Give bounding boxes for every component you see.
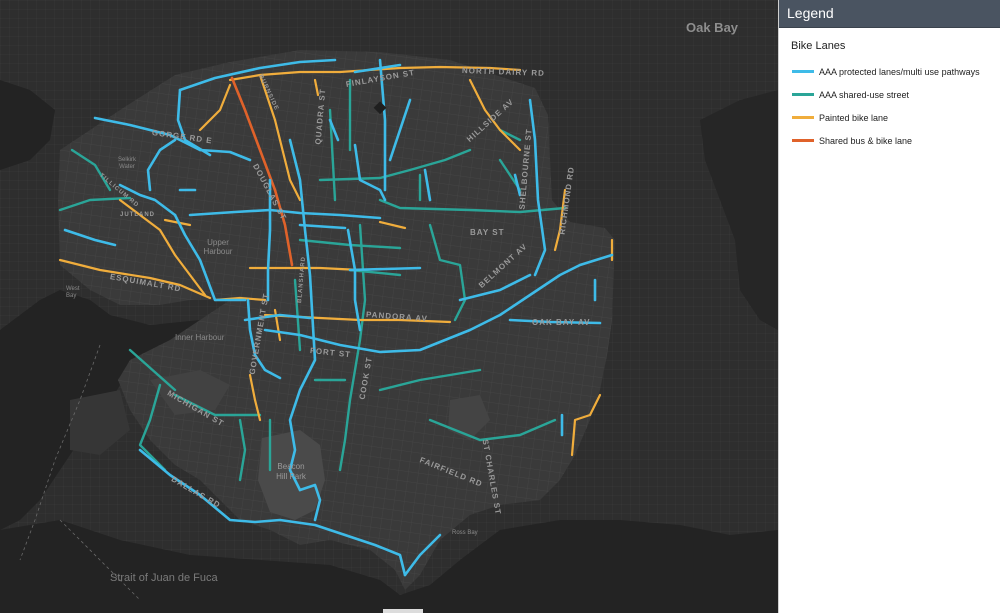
- legend-section-title: Bike Lanes: [791, 40, 846, 52]
- protected-lanes: [63, 58, 614, 577]
- line-swatch-teal-icon: [792, 93, 814, 96]
- legend-item: AAA protected lanes/multi use pathways: [779, 60, 1000, 83]
- scroll-indicator[interactable]: [383, 609, 423, 613]
- place-label-ross-bay: Ross Bay: [452, 530, 478, 536]
- place-label-inner-harbour: Inner Harbour: [175, 333, 225, 342]
- line-swatch-yellow-icon: [792, 116, 814, 119]
- legend-items: AAA protected lanes/multi use pathways A…: [779, 60, 1000, 152]
- legend-item: Shared bus & bike lane: [779, 129, 1000, 152]
- legend-item-label: Shared bus & bike lane: [819, 135, 913, 146]
- boundary-line-2: [59, 519, 141, 601]
- painted-lanes: [58, 65, 614, 457]
- legend-item-label: AAA shared-use street: [819, 89, 910, 100]
- strait-water: [0, 520, 778, 613]
- street-label-oak-bay-av: OAK BAY AV: [532, 318, 591, 327]
- line-swatch-blue-icon: [792, 70, 814, 73]
- place-label-beacon-hill-park: Beacon Hill Park: [276, 462, 306, 481]
- street-label-jutland: JUTLAND: [120, 212, 155, 218]
- map-view[interactable]: Oak Bay Strait of Juan de Fuca Upper Har…: [0, 0, 778, 613]
- oak-bay-water: [700, 90, 778, 330]
- legend-panel: Legend Bike Lanes AAA protected lanes/mu…: [778, 0, 1000, 613]
- legend-header: Legend: [779, 0, 1000, 28]
- place-label-upper-harbour: Upper Harbour: [203, 238, 233, 256]
- street-label-bay: BAY ST: [470, 228, 505, 237]
- place-label-strait: Strait of Juan de Fuca: [110, 572, 218, 584]
- legend-item: AAA shared-use street: [779, 83, 1000, 106]
- place-label-oak-bay: Oak Bay: [686, 20, 739, 35]
- map-canvas[interactable]: [0, 0, 778, 613]
- shared-bus-lanes: [230, 76, 294, 267]
- portage-inlet: [0, 80, 55, 170]
- place-label-selkirk-water: Selkirk Water: [117, 157, 136, 170]
- landmark-marker: [373, 101, 387, 115]
- line-swatch-orange-icon: [792, 139, 814, 142]
- legend-item: Painted bike lane: [779, 106, 1000, 129]
- james-bay-area: [150, 370, 230, 415]
- shared-use-lanes: [58, 78, 567, 482]
- cemetery-area: [448, 395, 490, 440]
- place-label-west-bay: West Bay: [66, 286, 80, 299]
- legend-item-label: AAA protected lanes/multi use pathways: [819, 66, 980, 77]
- dockyard-area: [70, 390, 130, 455]
- legend-item-label: Painted bike lane: [819, 112, 889, 123]
